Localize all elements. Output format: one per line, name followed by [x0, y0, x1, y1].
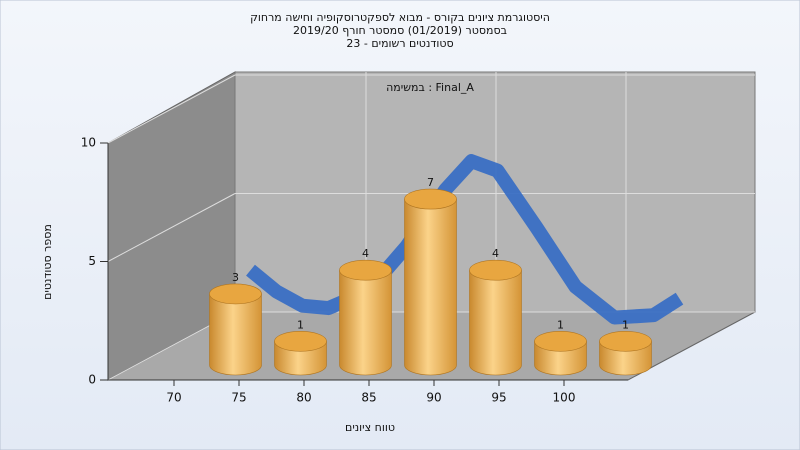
- x-axis-label: טווח ציונים: [345, 421, 395, 434]
- value-label: 4: [362, 247, 369, 260]
- x-tick-label: 100: [553, 391, 576, 405]
- y-tick-label: 5: [88, 254, 96, 268]
- bar-top: [404, 188, 457, 210]
- bar-top: [339, 259, 392, 281]
- bar: [339, 269, 392, 376]
- grid-line: [107, 193, 236, 262]
- grid-line: [107, 74, 236, 144]
- x-tick-label: 80: [296, 391, 311, 405]
- y-axis-label: מספר סטודנטים: [41, 224, 54, 300]
- value-label: 4: [492, 247, 499, 260]
- chart-title: סטודנטים רשומים - 23: [346, 37, 453, 50]
- annotation: במשימה : Final_A: [386, 81, 474, 94]
- value-label: 7: [427, 176, 434, 189]
- bar-top: [274, 330, 327, 352]
- value-label: 1: [297, 318, 304, 331]
- value-label: 3: [232, 271, 239, 284]
- value-label: 1: [622, 318, 629, 331]
- x-tick-label: 95: [491, 391, 506, 405]
- x-tick-label: 90: [426, 391, 441, 405]
- value-label: 1: [557, 318, 564, 331]
- bar-top: [209, 283, 262, 305]
- bar-top: [469, 259, 522, 281]
- x-tick-label: 70: [166, 391, 181, 405]
- y-tick-label: 10: [81, 136, 96, 150]
- bar-top: [599, 330, 652, 352]
- y-tick-label: 0: [88, 373, 96, 387]
- bar: [404, 198, 457, 376]
- x-tick-label: 75: [231, 391, 246, 405]
- bar: [469, 269, 522, 376]
- bar-top: [534, 330, 587, 352]
- chart-title: בסמסטר (01/2019) סמסטר חורף 2019/20: [293, 24, 507, 37]
- x-tick-label: 85: [361, 391, 376, 405]
- fit-curve: [246, 154, 684, 325]
- bar: [209, 293, 262, 376]
- chart-title: היסטוגרמת ציונים בקורס - מבוא לספקטרוסקו…: [250, 11, 550, 24]
